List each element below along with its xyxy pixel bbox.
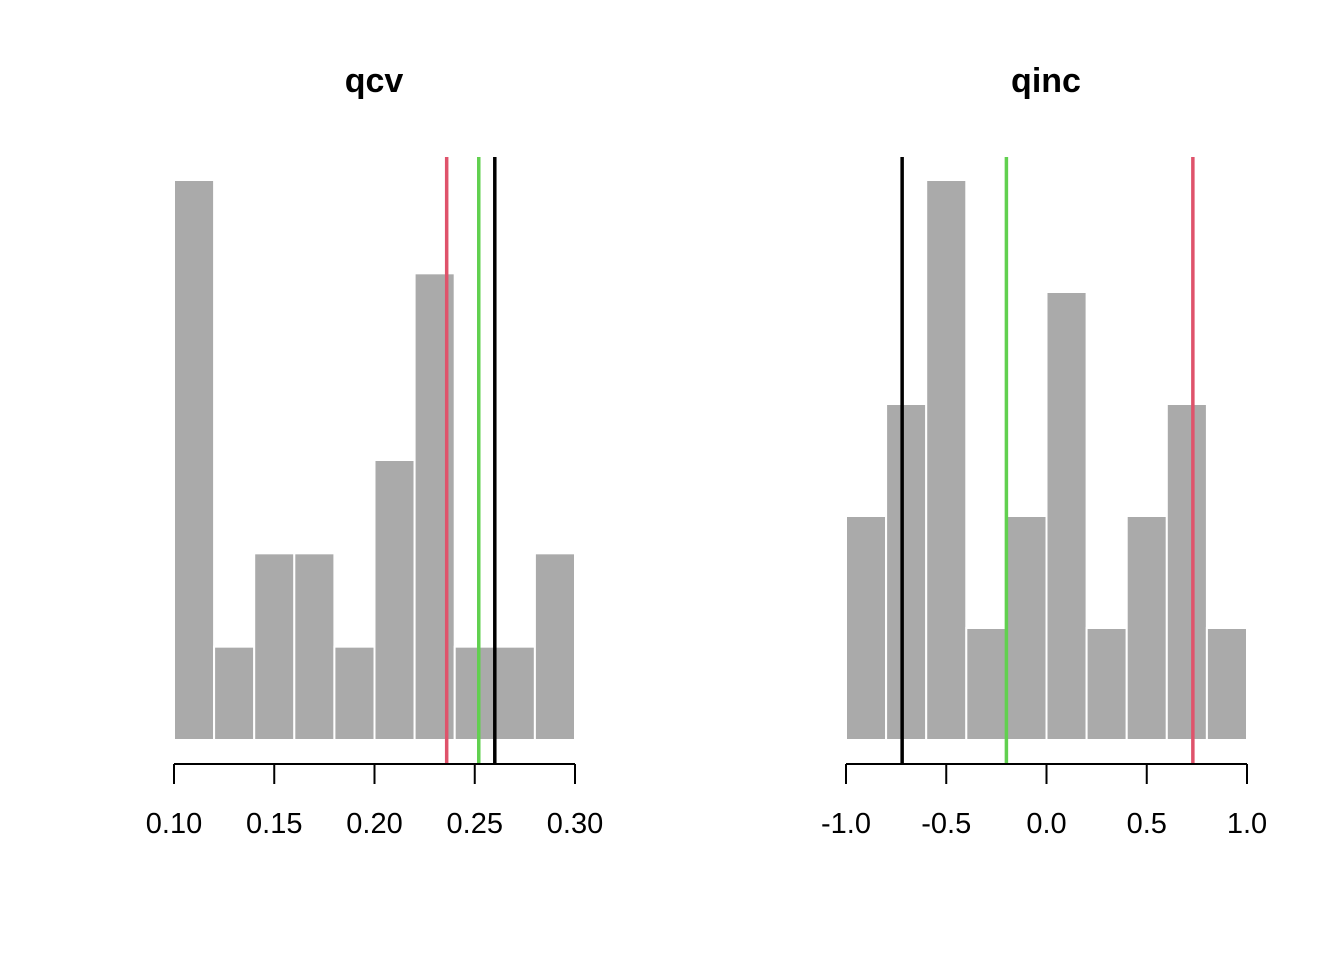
panel-qinc: qinc -1.0 -0.5 0.0 0.5 1.0 (821, 62, 1267, 840)
histogram-bar (1085, 627, 1128, 741)
histogram-bar (493, 645, 536, 742)
x-tick-label: 0.15 (246, 808, 302, 840)
x-tick-label: 0.20 (346, 808, 402, 840)
histogram-bar (173, 179, 216, 741)
histogram-bar (1165, 403, 1208, 741)
x-tick-label: 0.10 (146, 808, 202, 840)
histogram-bar (213, 645, 256, 742)
histogram-bar (1045, 291, 1088, 741)
x-tick-label: -0.5 (921, 808, 971, 840)
histogram-bar (293, 552, 336, 741)
histogram-bar (965, 627, 1008, 741)
histogram-bar (925, 179, 968, 741)
histogram-bar (533, 552, 577, 741)
x-tick-label: 0.30 (547, 808, 603, 840)
histogram-bar (413, 272, 456, 741)
histogram-bar (333, 645, 376, 742)
x-tick-label: 0.25 (447, 808, 503, 840)
histogram-bar (1205, 627, 1249, 741)
histogram-bar (885, 403, 928, 741)
x-tick-label: 0.5 (1127, 808, 1167, 840)
histogram-bar (453, 645, 496, 742)
histogram-bar (845, 515, 888, 741)
x-tick-label: -1.0 (821, 808, 871, 840)
histogram-bar (1005, 515, 1048, 741)
histogram-bar (253, 552, 296, 741)
histogram-bar (373, 459, 416, 741)
panel-title-qcv: qcv (345, 62, 404, 100)
histogram-bar (1125, 515, 1168, 741)
x-tick-label: 0.0 (1026, 808, 1066, 840)
x-tick-label: 1.0 (1227, 808, 1267, 840)
panel-title-qinc: qinc (1011, 62, 1081, 100)
panel-qcv: qcv 0.10 0.15 0.20 0.25 0.30 (146, 62, 603, 840)
